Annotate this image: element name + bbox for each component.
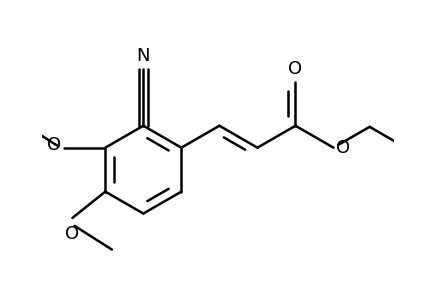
Text: O: O: [47, 136, 61, 155]
Text: O: O: [65, 225, 79, 242]
Text: O: O: [336, 139, 350, 157]
Text: N: N: [136, 47, 150, 65]
Text: O: O: [288, 60, 303, 78]
